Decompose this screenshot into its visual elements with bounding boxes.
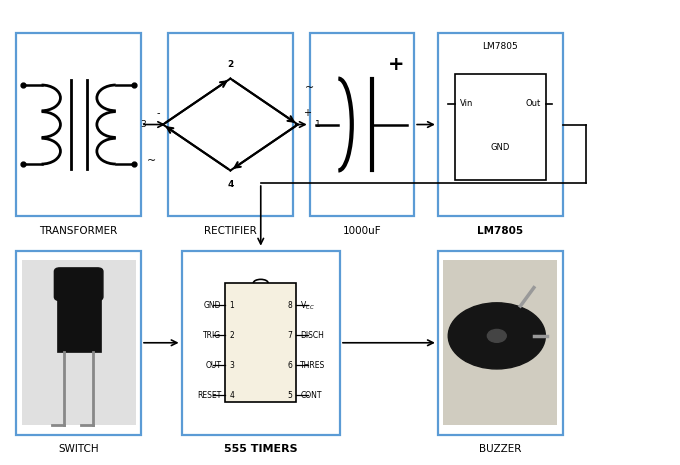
Text: V$_{CC}$: V$_{CC}$: [300, 299, 315, 312]
Text: 2: 2: [227, 60, 233, 69]
Text: ~: ~: [305, 83, 314, 93]
Text: 7: 7: [287, 331, 292, 340]
Text: RECTIFIER: RECTIFIER: [204, 226, 257, 236]
Text: +: +: [388, 55, 404, 74]
Bar: [455, 74, 546, 179]
Bar: [443, 260, 557, 425]
Text: BUZZER: BUZZER: [479, 444, 522, 454]
Circle shape: [448, 303, 545, 369]
Text: 2: 2: [229, 331, 234, 340]
Text: Out: Out: [525, 99, 541, 108]
Bar: [16, 251, 141, 435]
Text: GND: GND: [204, 301, 221, 310]
Bar: [56, 297, 101, 352]
Text: 3: 3: [229, 361, 235, 370]
Text: 4: 4: [227, 179, 234, 189]
Text: CONT: CONT: [300, 391, 322, 399]
Bar: [438, 251, 562, 435]
Text: 8: 8: [288, 301, 292, 310]
Bar: [182, 251, 340, 435]
Text: TRIG: TRIG: [203, 331, 221, 340]
Text: 1: 1: [229, 301, 234, 310]
Bar: [22, 260, 135, 425]
Text: OUT: OUT: [205, 361, 221, 370]
Text: 1000uF: 1000uF: [343, 226, 381, 236]
Bar: [309, 33, 414, 216]
Text: Vin: Vin: [460, 99, 473, 108]
Text: LM7805: LM7805: [477, 226, 523, 236]
Text: RESET: RESET: [197, 391, 221, 399]
Text: LM7805: LM7805: [482, 42, 518, 51]
Text: DISCH: DISCH: [300, 331, 324, 340]
Bar: [168, 33, 293, 216]
Text: 5: 5: [287, 391, 292, 399]
Bar: [16, 33, 141, 216]
Circle shape: [488, 329, 506, 342]
Text: +: +: [303, 108, 311, 118]
Text: THRES: THRES: [300, 361, 326, 370]
Text: TRANSFORMER: TRANSFORMER: [39, 226, 118, 236]
Text: ~: ~: [147, 156, 156, 166]
Text: 3: 3: [140, 120, 146, 129]
Text: 6: 6: [287, 361, 292, 370]
Text: 4: 4: [229, 391, 235, 399]
Text: GND: GND: [490, 144, 510, 153]
Text: 555 TIMERS: 555 TIMERS: [224, 444, 298, 454]
Text: SWITCH: SWITCH: [58, 444, 99, 454]
Bar: [438, 33, 562, 216]
Text: -: -: [156, 108, 160, 118]
FancyBboxPatch shape: [54, 268, 103, 300]
Text: 1: 1: [315, 120, 320, 129]
Bar: [225, 283, 296, 403]
